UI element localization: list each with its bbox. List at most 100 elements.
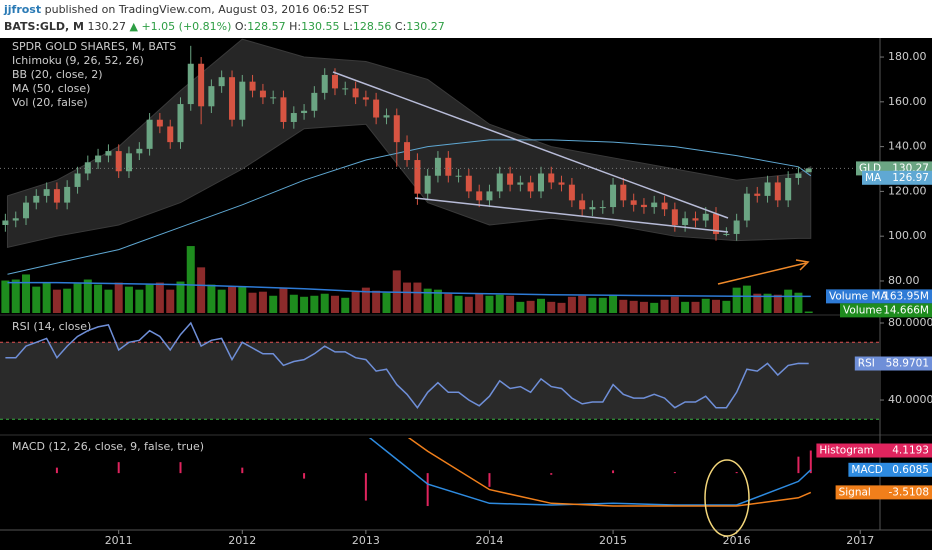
candle-body: [568, 184, 575, 201]
candle-body: [33, 195, 40, 203]
candle-body: [743, 193, 750, 221]
last: 130.27: [87, 20, 127, 33]
volume-bar: [382, 292, 391, 313]
candle-body: [496, 173, 503, 192]
author[interactable]: jjfrost: [4, 3, 42, 16]
volume-bar: [423, 288, 432, 313]
y-tick-label: 80.00: [888, 274, 920, 287]
axis-tag-name: MACD: [851, 464, 882, 476]
x-tick-label: 2012: [228, 534, 256, 547]
candle-body: [702, 213, 709, 221]
l-label: L:: [343, 20, 353, 33]
candle-body: [321, 74, 328, 93]
axis-tag: [848, 462, 932, 477]
axis-tag: [816, 443, 932, 458]
volume-bar: [485, 295, 494, 313]
candle-body: [599, 207, 606, 209]
candle-body: [229, 77, 236, 120]
candle-body: [404, 142, 411, 161]
candle-body: [177, 104, 184, 143]
indicator-line: [368, 438, 812, 506]
candle-body: [754, 193, 761, 196]
volume-bar: [526, 300, 535, 313]
volume-bar: [94, 284, 103, 313]
axis-tag: [840, 303, 932, 318]
candle-body: [434, 157, 441, 176]
volume-bar: [63, 288, 72, 313]
candle-body: [331, 74, 338, 89]
volume-bar: [567, 296, 576, 313]
axis-tag: [826, 289, 932, 304]
candle-body: [218, 77, 225, 87]
volume-bar: [372, 290, 381, 313]
candle-body: [455, 175, 462, 177]
candle-body: [558, 182, 565, 185]
candle-body: [373, 99, 380, 118]
x-tick-label: 2014: [475, 534, 503, 547]
candle-body: [661, 202, 668, 210]
volume-bar: [207, 284, 216, 313]
volume-bar: [135, 289, 144, 313]
volume-bar: [650, 302, 659, 313]
candle-body: [280, 97, 287, 122]
axis-tag-value: 163.95M: [883, 290, 929, 302]
candle-body: [352, 88, 359, 98]
low: 128.56: [352, 20, 392, 33]
volume-bar: [176, 281, 185, 313]
x-tick-label: 2017: [846, 534, 874, 547]
candle-body: [64, 186, 71, 203]
y-tick-label: 160.00: [888, 95, 927, 108]
arrow: [717, 262, 807, 285]
rsi-band: [0, 342, 880, 420]
volume-bar: [104, 289, 113, 313]
candle-body: [527, 182, 534, 192]
candle-body: [589, 207, 596, 210]
candle-body: [610, 184, 617, 208]
y-tick-label: 80.0000: [888, 316, 932, 329]
candle-body: [84, 162, 91, 174]
candle-body: [167, 126, 174, 143]
quote-line: BATS:GLD, M 130.27 ▲ +1.05 (+0.81%) O:12…: [4, 20, 445, 33]
volume-bar: [320, 293, 329, 313]
volume-bar: [32, 286, 41, 313]
volume-bar: [52, 289, 61, 313]
volume-bar: [238, 286, 247, 313]
volume-bar: [588, 297, 597, 313]
highlight-ellipse: [704, 459, 750, 537]
volume-bar: [454, 295, 463, 313]
high: 130.55: [301, 20, 340, 33]
candle-body: [682, 218, 689, 225]
y-tick-label: 180.00: [888, 50, 927, 63]
candle-body: [476, 191, 483, 201]
volume-bar: [269, 295, 278, 313]
panel-title: RSI (14, close): [12, 320, 91, 333]
volume-bar: [681, 301, 690, 313]
volume-bar: [464, 296, 473, 313]
candle-body: [795, 173, 802, 178]
candle-body: [548, 173, 555, 183]
legend-item: Vol (20, false): [12, 96, 88, 109]
volume-bar: [763, 293, 772, 313]
volume-bar: [258, 291, 267, 313]
moving-average: [7, 139, 812, 275]
axis-tag-value: 4.1193: [892, 445, 929, 457]
volume-bar: [701, 298, 710, 313]
volume-bar: [114, 282, 123, 313]
trend-line: [332, 71, 729, 219]
candle-body: [198, 63, 205, 107]
volume-bar: [609, 294, 618, 313]
volume-bar: [83, 279, 92, 313]
candle-body: [785, 177, 792, 201]
candle-body: [156, 119, 163, 127]
volume-bar: [330, 295, 339, 313]
y-tick-label: 120.00: [888, 184, 927, 197]
x-tick-label: 2011: [105, 534, 133, 547]
change: ▲ +1.05 (+0.81%): [129, 20, 232, 33]
candle-body: [393, 115, 400, 143]
volume-bar: [660, 299, 669, 313]
panel-title: MACD (12, 26, close, 9, false, true): [12, 440, 204, 453]
x-tick-label: 2016: [723, 534, 751, 547]
candle-body: [53, 189, 60, 203]
candle-body: [136, 148, 143, 154]
